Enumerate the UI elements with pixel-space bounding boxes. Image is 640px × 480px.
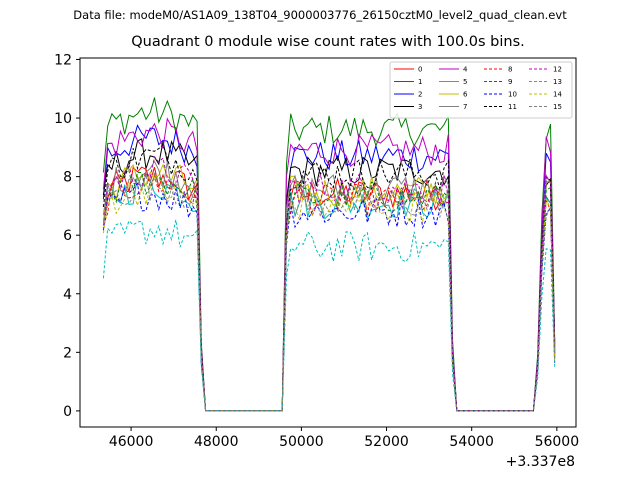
series-line-10 [102, 182, 556, 412]
legend-label-2: 2 [418, 91, 422, 99]
series-line-0 [102, 166, 556, 412]
legend-label-15: 15 [553, 103, 562, 111]
y-tick-label: 0 [63, 404, 72, 420]
series-line-12 [102, 155, 556, 412]
axes-frame [79, 57, 577, 428]
legend-label-4: 4 [463, 66, 468, 74]
chart-title: Quadrant 0 module wise count rates with … [131, 34, 525, 50]
x-tick-label: 54000 [449, 434, 494, 450]
series-line-8 [102, 169, 556, 412]
y-tick-label: 12 [54, 52, 72, 68]
legend-label-7: 7 [463, 103, 467, 111]
series-line-6 [102, 163, 556, 412]
legend-label-9: 9 [508, 78, 512, 86]
x-tick-label: 50000 [279, 434, 324, 450]
y-tick-label: 10 [54, 111, 72, 127]
figure-suptitle: Data file: modeM0/AS1A09_138T04_90000037… [73, 8, 567, 22]
legend-label-11: 11 [508, 103, 517, 111]
series-line-13 [102, 219, 556, 412]
legend-label-13: 13 [553, 78, 562, 86]
legend-label-8: 8 [508, 66, 512, 74]
series-line-2 [102, 124, 556, 412]
x-tick-label: 48000 [194, 434, 239, 450]
y-tick-label: 8 [63, 170, 72, 186]
y-tick-label: 2 [63, 345, 72, 361]
x-tick-label: 56000 [535, 434, 580, 450]
series-line-14 [102, 174, 556, 412]
series-line-9 [102, 170, 556, 412]
legend-label-3: 3 [418, 103, 422, 111]
x-tick-label: 52000 [364, 434, 409, 450]
legend-label-1: 1 [418, 78, 422, 86]
series-lines [102, 97, 556, 412]
legend-label-0: 0 [418, 66, 422, 74]
series-line-15 [102, 171, 556, 412]
x-tick-label: 46000 [109, 434, 154, 450]
legend-label-6: 6 [463, 91, 468, 99]
y-tick-label: 6 [63, 228, 72, 244]
legend-label-12: 12 [553, 66, 562, 74]
legend-frame [389, 61, 573, 119]
legend-label-14: 14 [553, 91, 562, 99]
legend-label-5: 5 [463, 78, 467, 86]
x-offset-label: +3.337e8 [506, 454, 575, 470]
y-tick-label: 4 [63, 287, 72, 303]
legend-label-10: 10 [508, 91, 517, 99]
